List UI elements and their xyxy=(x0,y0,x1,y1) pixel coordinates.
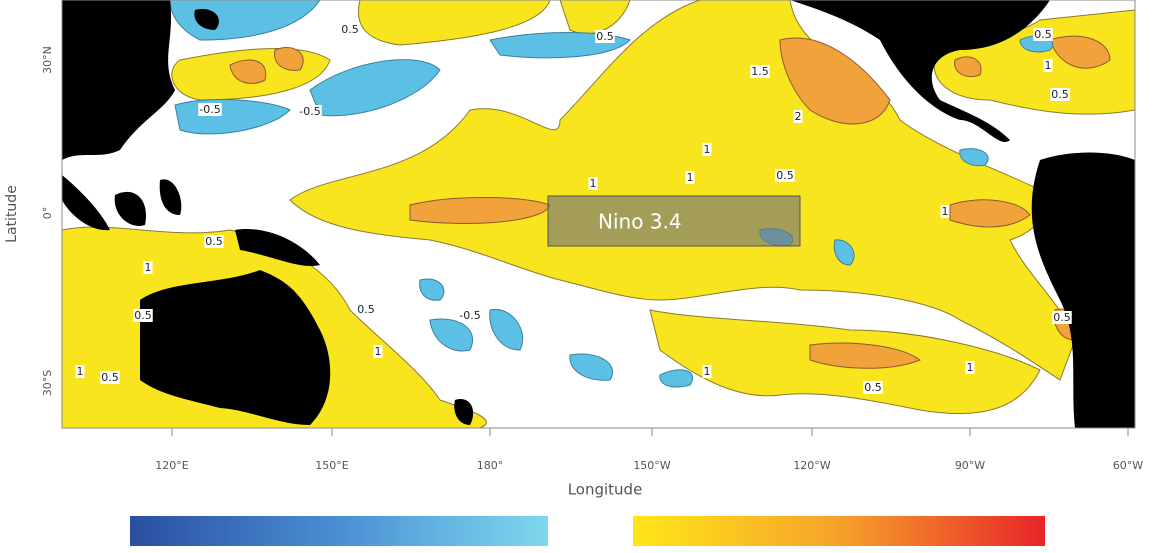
contour-label-bg xyxy=(685,171,695,184)
contour-label: 0.5 xyxy=(776,169,794,182)
contour-label: 0.5 xyxy=(1051,88,1069,101)
contour-label-bg xyxy=(595,30,615,43)
x-axis-label: Longitude xyxy=(568,481,643,499)
contour-label-bg xyxy=(863,381,883,394)
contour-label-bg xyxy=(298,105,322,118)
contour-label: 1 xyxy=(704,143,711,156)
contour-label: 1 xyxy=(1045,59,1052,72)
contour-label: 0.5 xyxy=(101,371,119,384)
region-label: Nino 3.4 xyxy=(598,210,682,234)
contour-label-bg xyxy=(198,103,222,116)
x-tick-label: 120°E xyxy=(155,459,188,472)
contour-label-bg xyxy=(1033,28,1053,41)
contour-label: -0.5 xyxy=(299,105,320,118)
warm-colorbar xyxy=(633,516,1045,546)
contour-label: -0.5 xyxy=(199,103,220,116)
contour-label: 2 xyxy=(795,110,802,123)
map-frame xyxy=(61,0,1136,429)
x-tick-label: 150°E xyxy=(315,459,348,472)
contour-label: 1 xyxy=(375,345,382,358)
contour-label: 1 xyxy=(77,365,84,378)
contour-label: 0.5 xyxy=(596,30,614,43)
x-tick-label: 180° xyxy=(477,459,504,472)
contour-label-bg xyxy=(1052,311,1072,324)
nino-region xyxy=(547,195,801,247)
contour-label-bg xyxy=(775,169,795,182)
y-tick-label: 30°S xyxy=(41,370,54,396)
x-tick-label: 150°W xyxy=(633,459,670,472)
contour-label: -0.5 xyxy=(459,309,480,322)
contour-label-bg xyxy=(702,143,712,156)
contour-label-bg xyxy=(133,309,153,322)
contour-label-bg xyxy=(143,261,153,274)
contour-label-bg xyxy=(340,23,360,36)
contour-label-bg xyxy=(750,65,770,78)
x-tick-label: 90°W xyxy=(955,459,985,472)
contour-label: 0.5 xyxy=(1034,28,1052,41)
contour-label: 1 xyxy=(967,361,974,374)
contour-label-bg xyxy=(965,361,975,374)
contour-label-bg xyxy=(458,309,482,322)
contour-label: 0.5 xyxy=(341,23,359,36)
contour-label-bg xyxy=(1050,88,1070,101)
contour-label-bg xyxy=(204,235,224,248)
contour-label-bg xyxy=(1043,59,1053,72)
contour-label: 1.5 xyxy=(751,65,769,78)
contour-label-bg xyxy=(75,365,85,378)
contour-label: 0.5 xyxy=(1053,311,1071,324)
contour-label: 1 xyxy=(704,365,711,378)
contour-label-bg xyxy=(100,371,120,384)
contour-label: 0.5 xyxy=(205,235,223,248)
contour-label: 0.5 xyxy=(357,303,375,316)
contour-label: 0.5 xyxy=(864,381,882,394)
contour-label: 1 xyxy=(687,171,694,184)
contour-label-bg xyxy=(940,205,950,218)
contour-label: 1 xyxy=(942,205,949,218)
contour-label: 1 xyxy=(590,177,597,190)
contour-label-bg xyxy=(373,345,383,358)
map-area xyxy=(62,0,1135,428)
x-tick-label: 60°W xyxy=(1113,459,1143,472)
cold-colorbar xyxy=(130,516,548,546)
contour-label-bg xyxy=(588,177,598,190)
y-tick-label: 30°N xyxy=(41,46,54,74)
contour-label-bg xyxy=(356,303,376,316)
y-axis-label: Latitude xyxy=(4,185,20,243)
x-tick-label: 120°W xyxy=(793,459,830,472)
y-tick-label: 0° xyxy=(41,207,54,220)
contour-label-bg xyxy=(702,365,712,378)
contour-label-bg xyxy=(793,110,803,123)
contour-label: 0.5 xyxy=(134,309,152,322)
contour-label: 1 xyxy=(145,261,152,274)
